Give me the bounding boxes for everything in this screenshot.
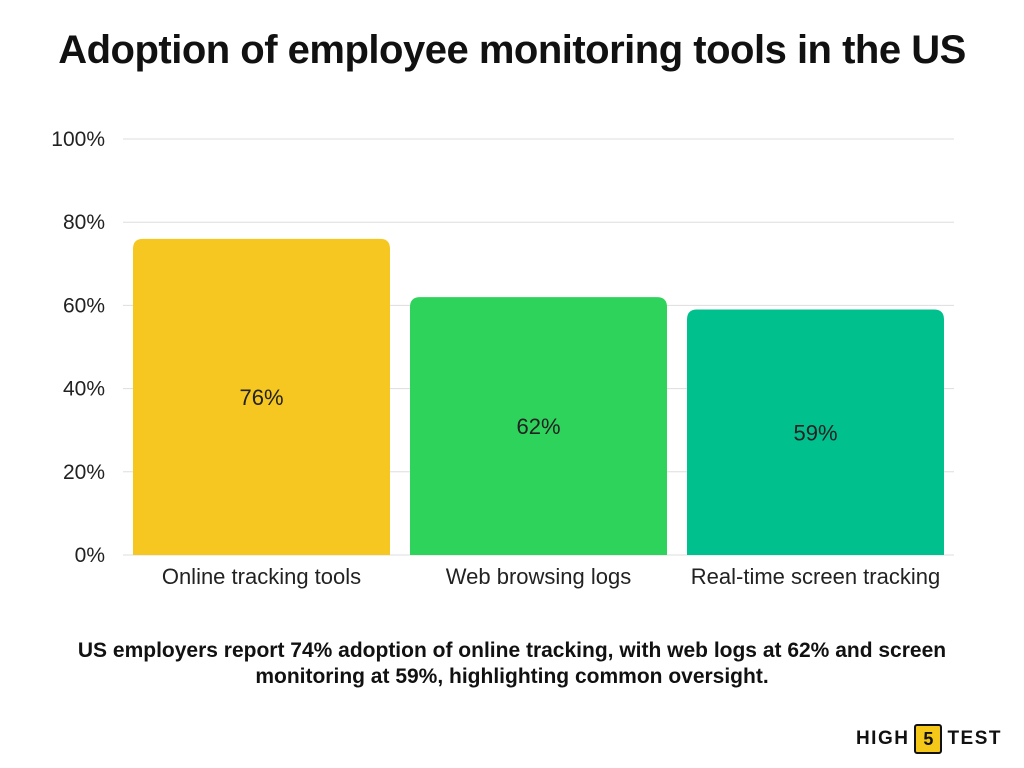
bar-value-label: 62% bbox=[516, 414, 560, 439]
bar-value-label: 76% bbox=[239, 385, 283, 410]
data-labels: 76% 62% 59% bbox=[239, 385, 837, 445]
y-tick-label: 100% bbox=[51, 128, 105, 151]
y-tick-label: 40% bbox=[63, 378, 105, 401]
brand-logo: HIGH 5 TEST bbox=[856, 724, 1002, 754]
bar bbox=[133, 238, 390, 555]
bar bbox=[687, 309, 944, 555]
y-tick-label: 20% bbox=[63, 461, 105, 484]
chart-title: Adoption of employee monitoring tools in… bbox=[58, 28, 966, 72]
y-tick-label: 0% bbox=[75, 544, 105, 567]
y-tick-label: 80% bbox=[63, 211, 105, 234]
y-tick-label: 60% bbox=[63, 294, 105, 317]
x-axis-categories: Online tracking tools Web browsing logs Re… bbox=[162, 564, 940, 589]
bar-chart: 0% 20% 40% 60% 80% 100% 76% 62% 59% Online trac… bbox=[51, 128, 954, 589]
x-category-label: Web browsing logs bbox=[446, 564, 631, 589]
bars bbox=[133, 238, 944, 555]
x-category-label: Online tracking tools bbox=[162, 564, 361, 589]
x-category-label: Real-time screen tracking bbox=[691, 564, 940, 589]
logo-text-right: TEST bbox=[947, 728, 1002, 749]
logo-text-left: HIGH bbox=[855, 728, 910, 749]
chart-caption: US employers report 74% adoption of onli… bbox=[77, 639, 947, 688]
bar bbox=[410, 297, 667, 555]
logo-number-box: 5 bbox=[914, 724, 943, 754]
bar-value-label: 59% bbox=[793, 420, 837, 445]
y-axis-ticks: 0% 20% 40% 60% 80% 100% bbox=[51, 128, 105, 567]
